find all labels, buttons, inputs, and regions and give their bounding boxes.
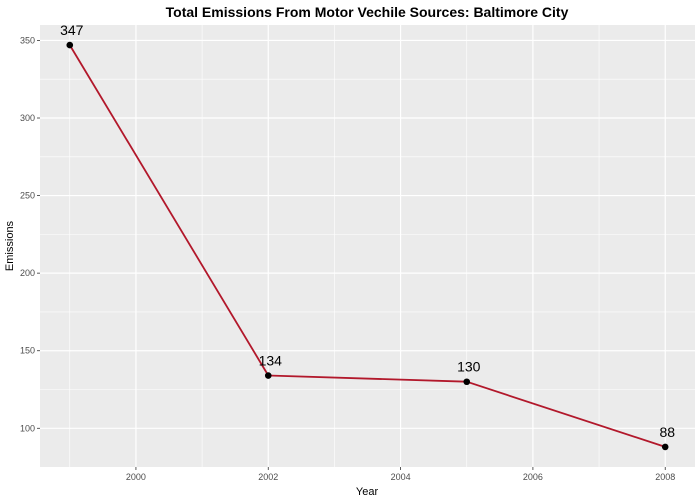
data-labels: 347 134 130 88 (60, 22, 675, 440)
series-layer (66, 41, 669, 451)
major-gridlines (40, 25, 695, 467)
x-tick-label: 2006 (523, 472, 543, 482)
y-axis-title: Emissions (4, 220, 16, 271)
y-tick-label: 250 (20, 191, 35, 201)
y-tick-label: 150 (20, 346, 35, 356)
y-tick-label: 350 (20, 35, 35, 45)
x-tick-label: 2004 (391, 472, 411, 482)
x-tick-label: 2008 (655, 472, 675, 482)
data-label: 134 (259, 353, 283, 369)
data-label: 130 (457, 359, 481, 375)
data-point (463, 378, 471, 386)
y-axis-ticks: 100 150 200 250 300 350 (20, 35, 40, 433)
data-label: 88 (659, 424, 675, 440)
data-label: 347 (60, 22, 84, 38)
data-point (66, 41, 74, 49)
x-tick-label: 2002 (258, 472, 278, 482)
data-point (264, 372, 272, 379)
series-line (69, 44, 666, 448)
data-point (661, 443, 669, 451)
y-tick-label: 200 (20, 268, 35, 278)
plot-panel (40, 25, 695, 467)
chart-title: Total Emissions From Motor Vechile Sourc… (166, 4, 569, 20)
y-tick-label: 300 (20, 113, 35, 123)
x-tick-label: 2000 (126, 472, 146, 482)
minor-gridlines (40, 25, 695, 467)
x-axis-title: Year (356, 486, 379, 498)
y-tick-label: 100 (20, 423, 35, 433)
x-axis-ticks: 2000 2002 2004 2006 2008 (126, 467, 675, 482)
